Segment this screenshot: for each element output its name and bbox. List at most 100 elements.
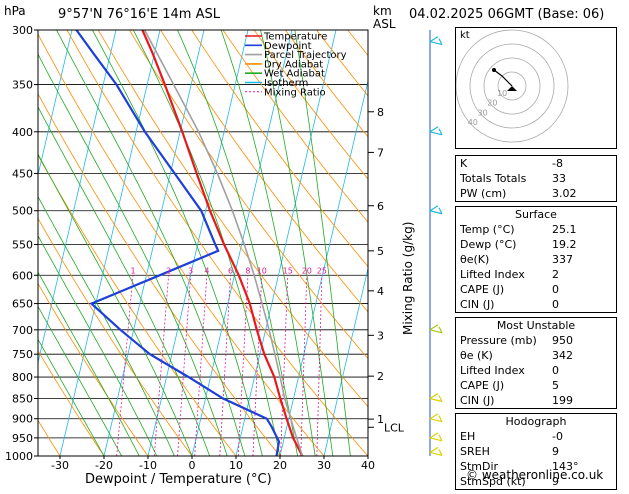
panel-row-label: θe (K) xyxy=(460,348,493,363)
panel-row-label: Temp (°C) xyxy=(460,222,515,237)
isotherm-line xyxy=(368,30,468,456)
panel-row-label: CIN (J) xyxy=(460,393,494,408)
surface-title: Surface xyxy=(456,207,616,222)
km-tick-label: 2 xyxy=(377,370,384,383)
panel-row: CIN (J)199 xyxy=(456,393,616,408)
panel-row-label: PW (cm) xyxy=(460,186,506,201)
hodograph-title: Hodograph xyxy=(456,414,616,429)
panel-row-value: 342 xyxy=(552,348,612,363)
km-tick-label: 3 xyxy=(377,329,384,342)
mixing-ratio-label: 6 xyxy=(228,266,233,275)
panel-row: K -8 xyxy=(456,156,616,171)
pressure-tick-label: 400 xyxy=(12,126,33,139)
km-unit-label: km xyxy=(373,4,392,18)
wind-barb xyxy=(430,393,442,401)
pressure-tick-label: 750 xyxy=(12,348,33,361)
panel-row-value: 0 xyxy=(552,282,612,297)
pressure-tick-label: 900 xyxy=(12,413,33,426)
wind-barb xyxy=(430,414,442,422)
panel-row-label: Dewp (°C) xyxy=(460,237,516,252)
panel-row: SREH 9 xyxy=(456,444,616,459)
lcl-label: LCL xyxy=(384,421,405,434)
x-tick-label: -10 xyxy=(139,459,157,472)
wet-adiabat-line xyxy=(57,30,245,456)
panel-row: θe (K) 342 xyxy=(456,348,616,363)
panel-row-label: CIN (J) xyxy=(460,297,494,312)
asl-unit-label: ASL xyxy=(373,17,396,31)
pressure-tick-label: 1000 xyxy=(5,450,33,463)
wind-barb xyxy=(430,37,442,45)
panel-row-value: 9 xyxy=(552,444,612,459)
pressure-tick-label: 950 xyxy=(12,432,33,445)
legend-entry: Mixing Ratio xyxy=(264,87,326,98)
panel-row-value: 33 xyxy=(552,171,612,186)
wind-barb xyxy=(430,127,442,135)
mixing-ratio-axis-title: Mixing Ratio (g/kg) xyxy=(401,222,415,335)
pressure-tick-label: 600 xyxy=(12,269,33,282)
panel-row-value: 2 xyxy=(552,267,612,282)
panel-row-value: 19.2 xyxy=(552,237,612,252)
panel-row-label: EH xyxy=(460,429,475,444)
hpa-unit-label: hPa xyxy=(4,4,26,18)
pressure-tick-label: 850 xyxy=(12,392,33,405)
storm-motion-marker xyxy=(507,86,517,91)
panel-row: Temp (°C) 25.1 xyxy=(456,222,616,237)
x-tick-label: 20 xyxy=(273,459,287,472)
wind-barb xyxy=(430,433,442,441)
hodograph-ring-label: 30 xyxy=(478,108,488,117)
isotherm-line xyxy=(0,30,72,456)
mixing-ratio-line xyxy=(195,275,207,456)
wind-profile xyxy=(430,30,442,456)
pressure-tick-label: 350 xyxy=(12,79,33,92)
mixing-ratio-label: 2 xyxy=(166,266,171,275)
panel-row: PW (cm)3.02 xyxy=(456,186,616,201)
panel-row: Pressure (mb)950 xyxy=(456,333,616,348)
panel-row-value: -8 xyxy=(552,156,612,171)
panel-row-label: Lifted Index xyxy=(460,267,525,282)
x-tick-label: 30 xyxy=(317,459,331,472)
pressure-tick-label: 700 xyxy=(12,324,33,337)
panel-row: Lifted Index 2 xyxy=(456,267,616,282)
panel-row-value: 25.1 xyxy=(552,222,612,237)
hodograph-ring-label: 10 xyxy=(497,89,507,98)
pressure-tick-label: 550 xyxy=(12,238,33,251)
km-tick-label: 7 xyxy=(377,146,384,159)
panel-row: Dewp (°C) 19.2 xyxy=(456,237,616,252)
pressure-tick-label: 800 xyxy=(12,371,33,384)
mixing-ratio-line xyxy=(317,275,322,456)
panel-row-label: K xyxy=(460,156,467,171)
panel-row: CAPE (J)5 xyxy=(456,378,616,393)
panel-row-value: 950 xyxy=(552,333,612,348)
pressure-tick-label: 500 xyxy=(12,205,33,218)
copyright-label: © weatheronline.co.uk xyxy=(466,468,603,482)
wind-barb xyxy=(430,325,442,333)
panel-row-value: 337 xyxy=(552,252,612,267)
panel-row-label: Lifted Index xyxy=(460,363,525,378)
mixing-ratio-label: 10 xyxy=(257,266,267,275)
isotherm-line xyxy=(104,30,204,456)
hodograph-ring-label: 40 xyxy=(468,118,478,127)
mixing-ratio-label: 4 xyxy=(204,266,209,275)
pressure-tick-label: 450 xyxy=(12,167,33,180)
panel-row-label: SREH xyxy=(460,444,490,459)
panel-row-value: -0 xyxy=(552,429,612,444)
isotherm-line xyxy=(60,30,160,456)
location-label: 9°57'N 76°16'E 14m ASL xyxy=(58,7,220,22)
pressure-tick-label: 650 xyxy=(12,298,33,311)
x-axis-title: Dewpoint / Temperature (°C) xyxy=(85,472,272,487)
panel-row-label: θe(K) xyxy=(460,252,489,267)
panel-row-value: 5 xyxy=(552,378,612,393)
pressure-tick-label: 300 xyxy=(12,24,33,37)
mixing-ratio-label: 3 xyxy=(188,266,193,275)
dry-adiabat-line xyxy=(5,30,280,456)
x-tick-label: 10 xyxy=(229,459,243,472)
wind-barb xyxy=(430,447,442,455)
most-unstable-title: Most Unstable xyxy=(456,318,616,333)
panel-row-value: 0 xyxy=(552,297,612,312)
